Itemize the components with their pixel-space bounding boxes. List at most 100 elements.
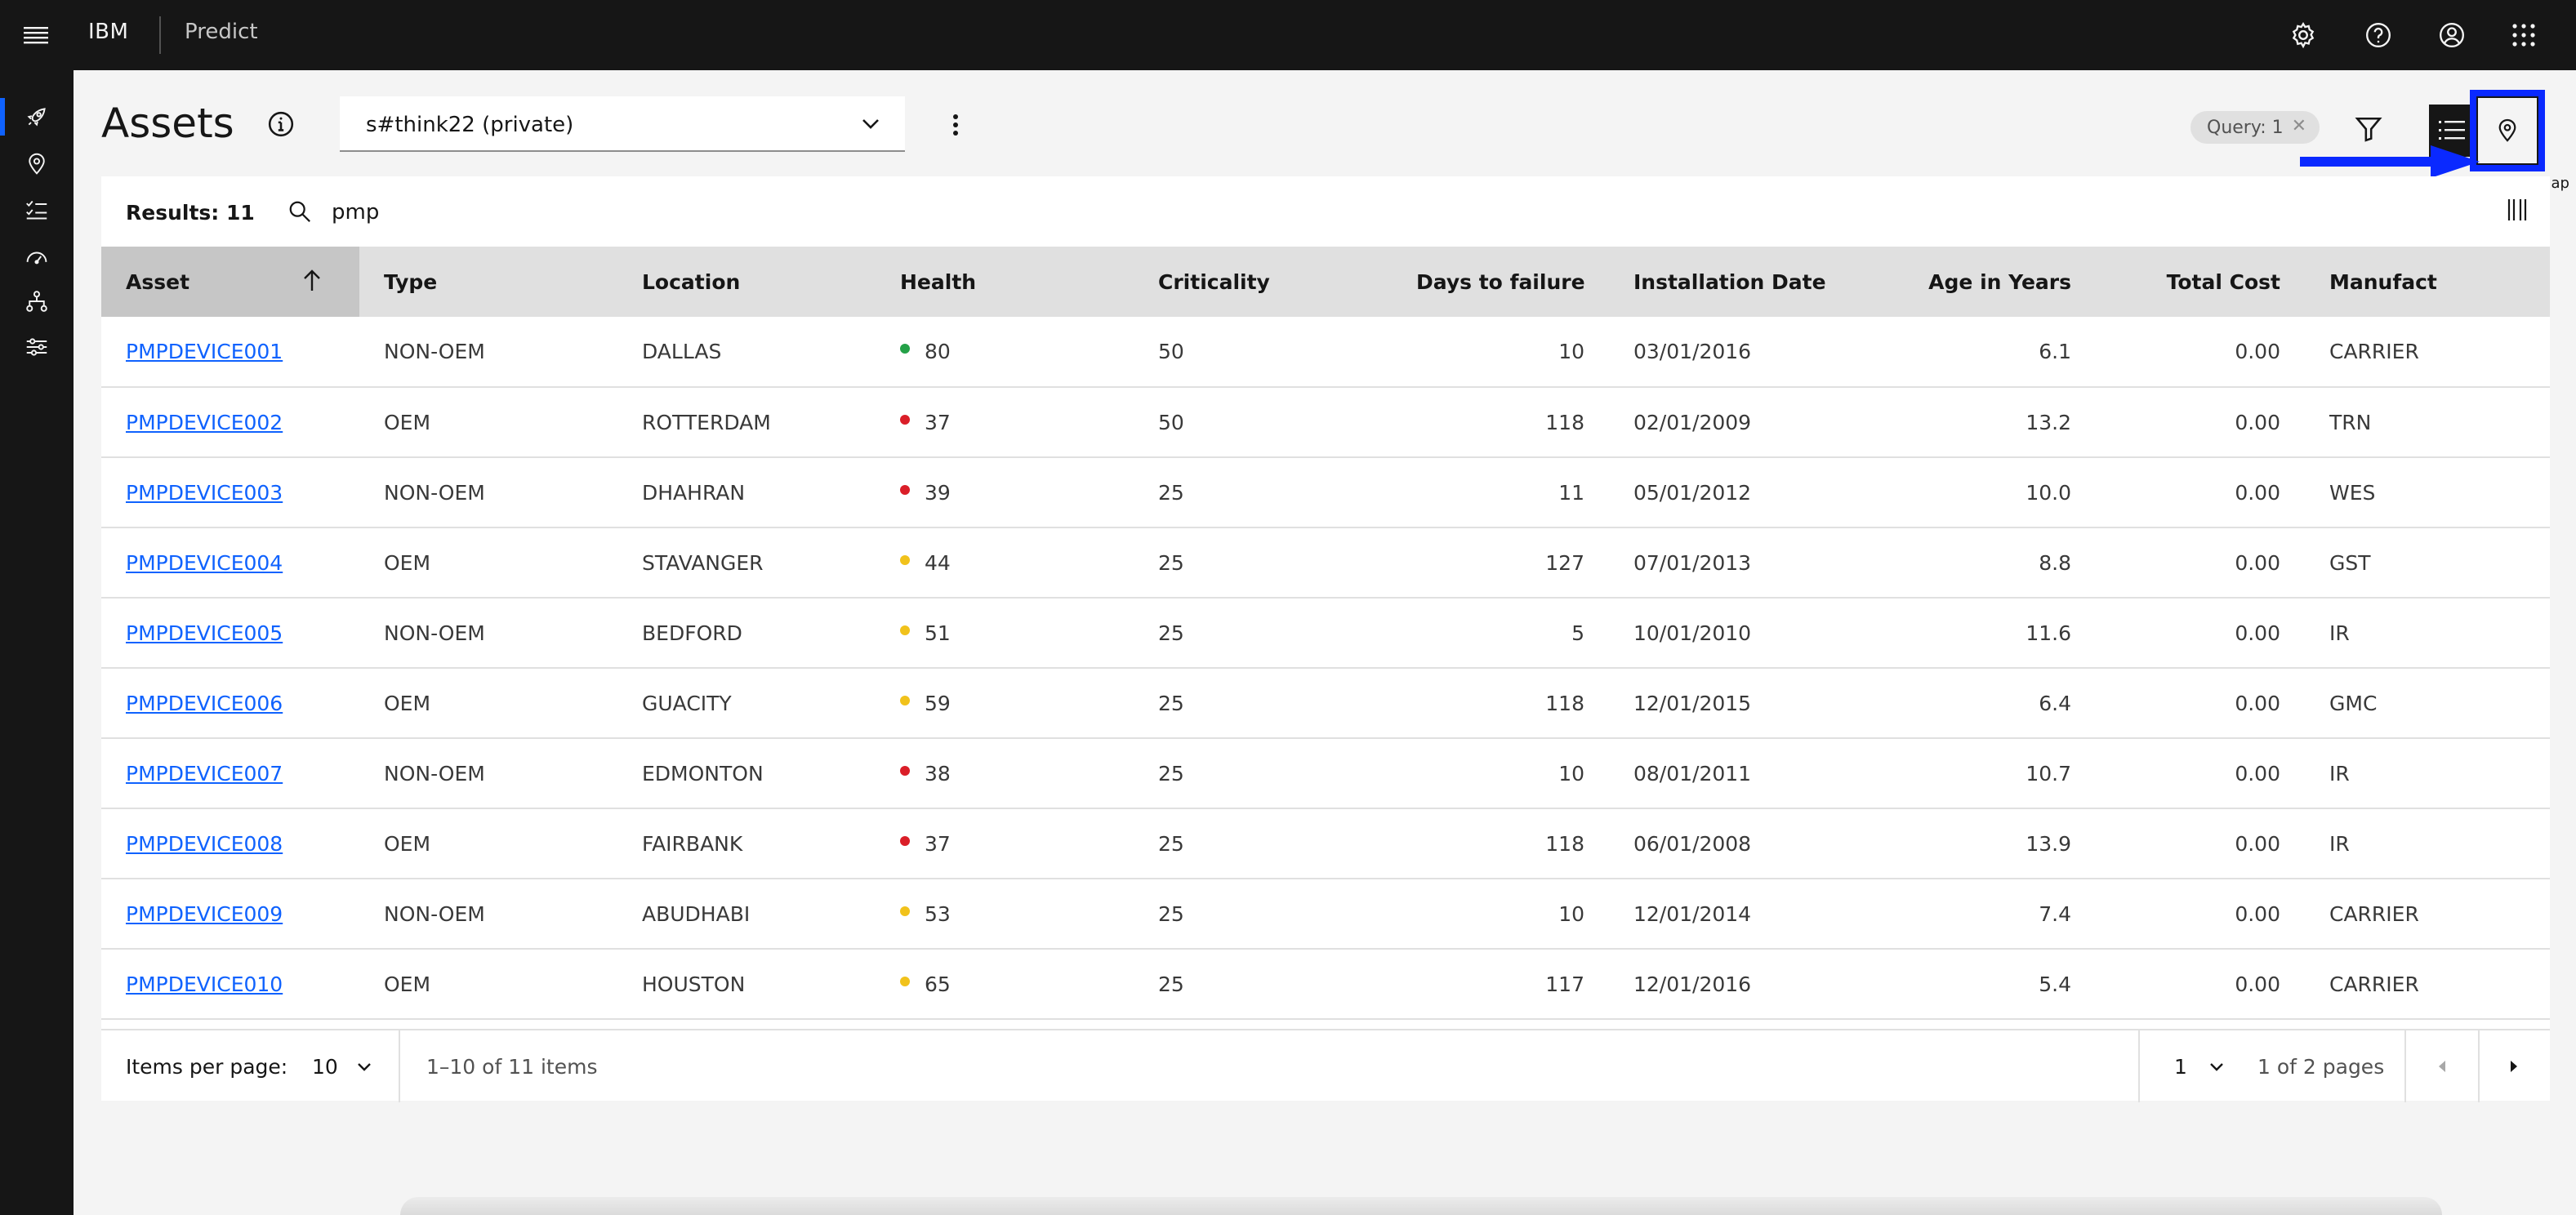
location-cell: BEDFORD: [642, 621, 742, 645]
pagination-divider: [2478, 1030, 2480, 1102]
table-row[interactable]: PMPDEVICE008 OEM FAIRBANK 37 25 118 06/01/2008…: [101, 808, 2550, 879]
column-header-days-to-failure[interactable]: Days to failure: [1416, 269, 1585, 294]
criticality-cell: 25: [1158, 550, 1184, 575]
column-header-criticality[interactable]: Criticality: [1158, 269, 1270, 294]
asset-link[interactable]: PMPDEVICE001: [126, 340, 283, 363]
user-avatar-icon[interactable]: [2432, 16, 2471, 54]
table-row[interactable]: PMPDEVICE010 OEM HOUSTON 65 25 117 12/01/2016 5…: [101, 949, 2550, 1019]
health-score: 53: [925, 901, 951, 926]
top-header: IBM Predict: [0, 0, 2576, 70]
asset-cell: PMPDEVICE003: [101, 457, 359, 527]
health-cell: 44: [876, 527, 1134, 598]
column-settings-icon[interactable]: [2507, 198, 2527, 222]
location-pin-icon: [2498, 118, 2516, 142]
checklist-icon[interactable]: [0, 189, 74, 230]
manufacturer-cell: TRN: [2329, 410, 2372, 434]
health-score: 59: [925, 691, 951, 715]
health-cell: 65: [876, 949, 1134, 1019]
rocket-icon[interactable]: [0, 96, 74, 137]
manufacturer-cell: CARRIER: [2329, 901, 2419, 926]
previous-page-button[interactable]: [2406, 1030, 2478, 1102]
asset-cell: PMPDEVICE001: [101, 317, 359, 387]
overflow-menu-icon[interactable]: [939, 106, 972, 144]
hamburger-menu-icon[interactable]: [15, 16, 57, 54]
health-status-dot: [900, 414, 910, 425]
items-per-page-select[interactable]: 10: [312, 1055, 338, 1079]
location-pin-icon[interactable]: [0, 144, 74, 185]
page-count: 1 of 2 pages: [2257, 1055, 2385, 1079]
type-cell: OEM: [384, 550, 431, 575]
query-tag-label: Query: 1: [2207, 117, 2284, 138]
column-header-asset[interactable]: Asset: [101, 247, 359, 317]
health-score: 44: [925, 550, 951, 575]
installation-date-cell: 02/01/2009: [1633, 410, 1752, 434]
map-view-button[interactable]: [2470, 90, 2545, 171]
table-toolbar: Results: 11: [101, 176, 2550, 247]
health-status-dot: [900, 695, 910, 705]
asset-link[interactable]: PMPDEVICE008: [126, 831, 283, 856]
health-status-dot: [900, 344, 910, 354]
chevron-down-icon[interactable]: [2208, 1058, 2225, 1075]
column-header-health[interactable]: Health: [900, 269, 977, 294]
asset-link[interactable]: PMPDEVICE010: [126, 972, 283, 996]
table-row[interactable]: PMPDEVICE009 NON-OEM ABUDHABI 53 25 10 12/01/2…: [101, 879, 2550, 949]
hierarchy-icon[interactable]: [0, 281, 74, 322]
table-row[interactable]: PMPDEVICE002 OEM ROTTERDAM 37 50 118 02/01/200…: [101, 387, 2550, 457]
column-header-total-cost[interactable]: Total Cost: [2166, 269, 2280, 294]
health-cell: 37: [876, 808, 1134, 879]
installation-date-cell: 03/01/2016: [1633, 340, 1752, 363]
table-row[interactable]: PMPDEVICE005 NON-OEM BEDFORD 51 25 5 10/01/201…: [101, 598, 2550, 668]
days-to-failure-cell: 118: [1545, 691, 1584, 715]
left-nav-rail: [0, 70, 74, 1215]
asset-link[interactable]: PMPDEVICE009: [126, 901, 283, 926]
asset-link[interactable]: PMPDEVICE006: [126, 691, 283, 715]
gear-icon[interactable]: [2284, 16, 2323, 54]
column-header-manufacturer[interactable]: Manufact: [2329, 269, 2437, 294]
health-status-dot: [900, 554, 910, 565]
product-name: Predict: [185, 20, 258, 44]
help-icon[interactable]: [2359, 16, 2398, 54]
dashboard-gauge-icon[interactable]: [0, 235, 74, 276]
filter-icon[interactable]: [2342, 103, 2395, 155]
assets-table: Asset Type Location Health Criticality D…: [101, 247, 2550, 1020]
chevron-down-icon[interactable]: [356, 1058, 372, 1075]
next-page-button[interactable]: [2478, 1030, 2550, 1102]
info-icon[interactable]: [265, 108, 297, 140]
column-header-installation-date[interactable]: Installation Date: [1633, 269, 1826, 294]
asset-link[interactable]: PMPDEVICE002: [126, 410, 283, 434]
table-row[interactable]: PMPDEVICE006 OEM GUACITY 59 25 118 12/01/2015 6…: [101, 668, 2550, 738]
criticality-cell: 25: [1158, 831, 1184, 856]
asset-link[interactable]: PMPDEVICE004: [126, 550, 283, 575]
asset-link[interactable]: PMPDEVICE003: [126, 480, 283, 505]
column-header-type[interactable]: Type: [384, 269, 438, 294]
total-cost-cell: 0.00: [2235, 550, 2280, 575]
table-row[interactable]: PMPDEVICE001 NON-OEM DALLAS 80 50 10 03/01/201…: [101, 317, 2550, 387]
column-header-location[interactable]: Location: [642, 269, 741, 294]
column-header-age-in-years[interactable]: Age in Years: [1928, 269, 2071, 294]
settings-adjust-icon[interactable]: [0, 327, 74, 367]
table-row[interactable]: PMPDEVICE007 NON-OEM EDMONTON 38 25 10 08/01/2…: [101, 738, 2550, 808]
table-row[interactable]: PMPDEVICE003 NON-OEM DHAHRAN 39 25 11 05/01/20…: [101, 457, 2550, 527]
asset-link[interactable]: PMPDEVICE007: [126, 761, 283, 786]
asset-cell: PMPDEVICE007: [101, 738, 359, 808]
brand-name[interactable]: IBM: [88, 20, 129, 44]
table-row[interactable]: PMPDEVICE004 OEM STAVANGER 44 25 127 07/01/201…: [101, 527, 2550, 598]
health-cell: 59: [876, 668, 1134, 738]
close-icon[interactable]: ✕: [2291, 116, 2306, 136]
asset-cell: PMPDEVICE006: [101, 668, 359, 738]
pagination-divider: [2404, 1030, 2406, 1102]
days-to-failure-cell: 118: [1545, 410, 1584, 434]
search-input[interactable]: [332, 194, 822, 230]
page-select[interactable]: 1: [2174, 1055, 2187, 1079]
health-score: 37: [925, 831, 951, 856]
asset-link[interactable]: PMPDEVICE005: [126, 621, 283, 645]
manufacturer-cell: IR: [2329, 831, 2350, 856]
asset-group-dropdown[interactable]: s#think22 (private): [340, 96, 905, 152]
pagination-divider: [399, 1030, 400, 1102]
location-cell: ROTTERDAM: [642, 410, 771, 434]
app-switcher-icon[interactable]: [2504, 16, 2543, 54]
days-to-failure-cell: 5: [1571, 621, 1584, 645]
sort-ascending-icon[interactable]: [302, 269, 322, 292]
type-cell: NON-OEM: [384, 621, 485, 645]
age-cell: 13.2: [2026, 410, 2071, 434]
